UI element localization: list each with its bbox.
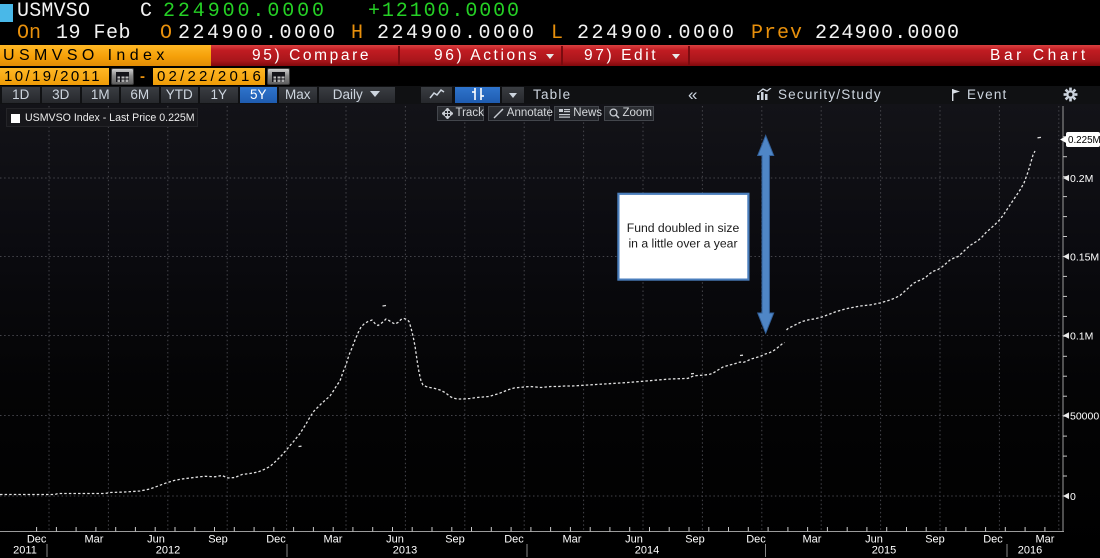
svg-text:Dec: Dec <box>983 534 1003 546</box>
svg-text:2014: 2014 <box>635 545 659 557</box>
svg-text:2012: 2012 <box>156 545 180 557</box>
svg-text:Mar: Mar <box>324 534 343 546</box>
svg-text:0.15M: 0.15M <box>1070 251 1099 263</box>
svg-text:Dec: Dec <box>266 534 286 546</box>
svg-text:Sep: Sep <box>925 534 945 546</box>
svg-text:Jun: Jun <box>625 534 643 546</box>
svg-text:0.1M: 0.1M <box>1070 330 1093 342</box>
svg-text:2015: 2015 <box>872 545 896 557</box>
svg-text:in a little over a year: in a little over a year <box>628 237 737 251</box>
svg-text:Fund doubled in size: Fund doubled in size <box>627 221 740 235</box>
svg-text:0: 0 <box>1070 491 1076 503</box>
svg-text:2016: 2016 <box>1018 545 1042 557</box>
svg-text:Sep: Sep <box>445 534 465 546</box>
svg-text:2013: 2013 <box>393 545 417 557</box>
svg-text:Jun: Jun <box>147 534 165 546</box>
svg-text:Sep: Sep <box>208 534 228 546</box>
svg-text:Dec: Dec <box>746 534 766 546</box>
svg-text:0.2M: 0.2M <box>1070 173 1093 185</box>
svg-text:Dec: Dec <box>27 534 47 546</box>
svg-text:Dec: Dec <box>504 534 524 546</box>
svg-text:2011: 2011 <box>13 545 37 557</box>
svg-text:Mar: Mar <box>803 534 822 546</box>
svg-text:Mar: Mar <box>1036 534 1055 546</box>
svg-text:Jun: Jun <box>386 534 404 546</box>
svg-text:Mar: Mar <box>85 534 104 546</box>
svg-text:Jun: Jun <box>865 534 883 546</box>
svg-text:Sep: Sep <box>685 534 705 546</box>
svg-text:50000: 50000 <box>1070 410 1099 422</box>
svg-text:Mar: Mar <box>563 534 582 546</box>
svg-text:0.225M: 0.225M <box>1068 135 1100 146</box>
